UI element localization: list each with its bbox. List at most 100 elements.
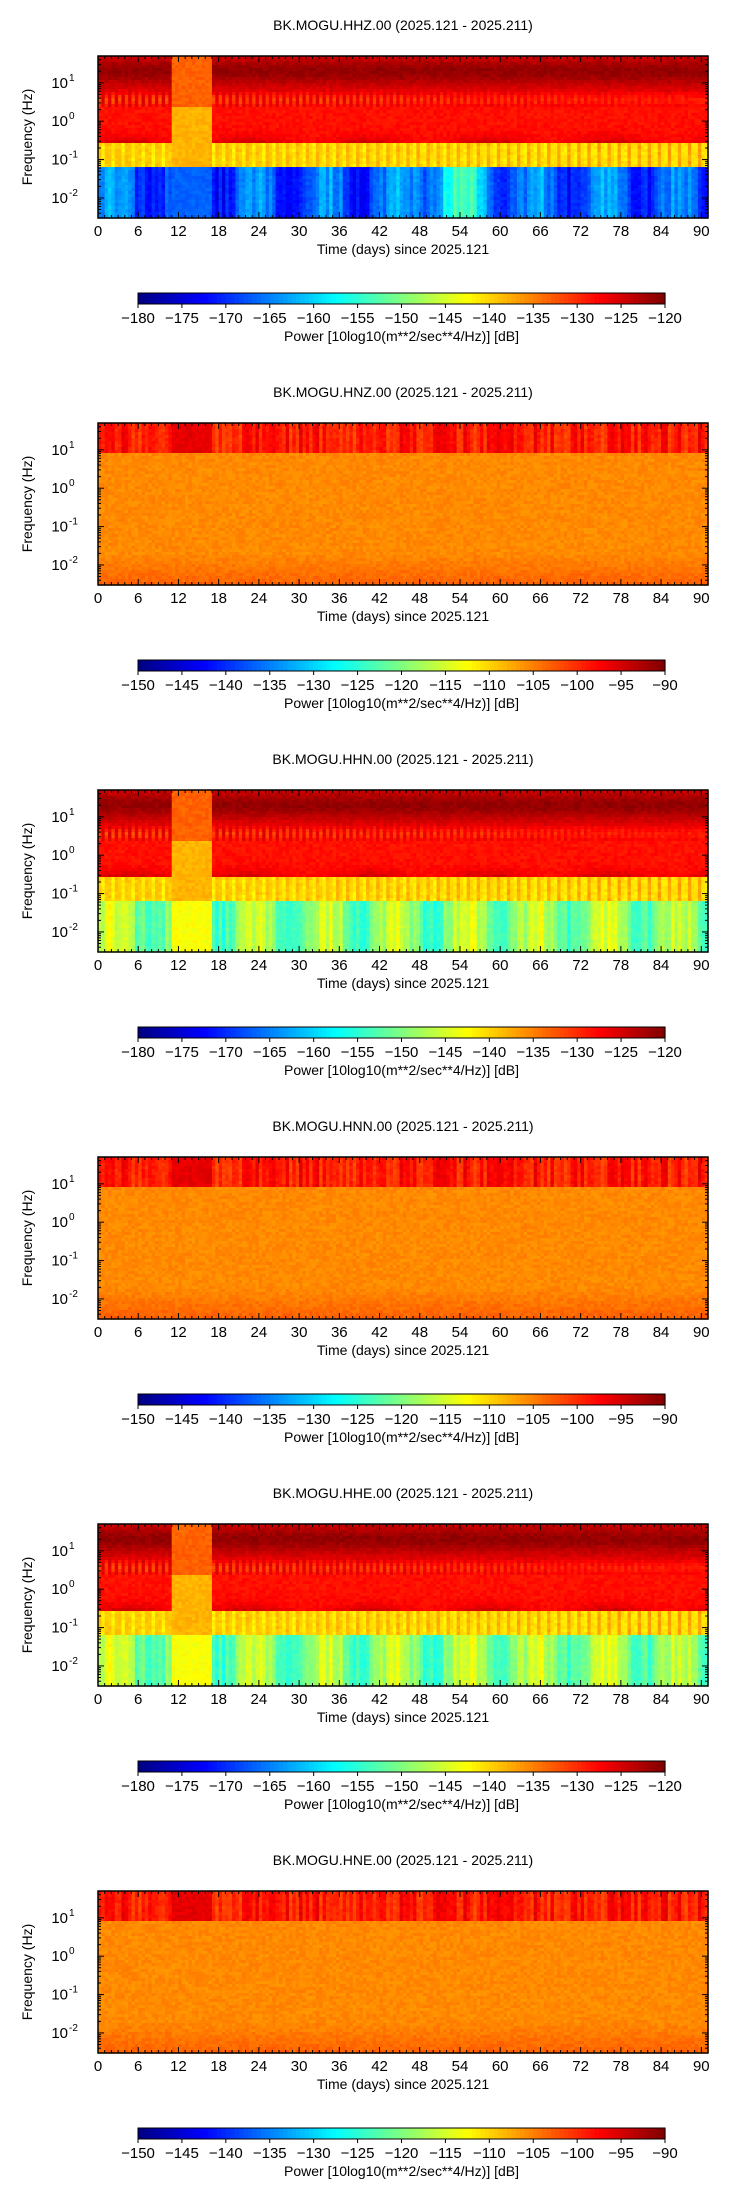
plot-title: BK.MOGU.HNE.00 (2025.121 - 2025.211) [273,1852,533,1868]
plot-title: BK.MOGU.HNZ.00 (2025.121 - 2025.211) [273,384,533,400]
x-tick-label: 36 [331,2058,348,2075]
colorbar-tick-label: −140 [209,1411,243,1428]
x-tick-label: 90 [693,223,710,240]
x-tick-label: 78 [613,590,630,607]
x-tick-label: 78 [613,1691,630,1708]
spectrogram-heatmap [98,423,709,586]
colorbar-tick-label: −90 [652,2145,677,2162]
colorbar-tick-label: −125 [604,310,638,327]
colorbar: −180 −175 −170 −165 −160 −155 −150 −145 −140 −135… [121,293,682,344]
panel-4: BK.MOGU.HNN.00 (2025.121 - 2025.211)0 6 12… [19,1118,710,1445]
colorbar-tick-label: −100 [560,677,594,694]
x-tick-label: 0 [94,2058,102,2075]
x-tick-label: 78 [613,223,630,240]
colorbar-tick-label: −150 [121,1411,155,1428]
plot-title: BK.MOGU.HHN.00 (2025.121 - 2025.211) [272,751,533,767]
y-tick-exponent: 1 [69,1174,75,1185]
x-tick-label: 24 [251,957,268,974]
colorbar-tick-label: −135 [516,1778,550,1795]
x-tick-label: 72 [572,2058,589,2075]
x-tick-label: 72 [572,223,589,240]
x-tick-label: 6 [134,223,142,240]
x-tick-label: 54 [452,2058,469,2075]
panel-1: BK.MOGU.HHZ.00 (2025.121 - 2025.211)0 6 12… [19,17,710,344]
y-tick-label: 10 [51,1581,68,1598]
colorbar-label: Power [10log10(m**2/sec**4/Hz)] [dB] [284,2163,519,2179]
x-tick-label: 30 [291,2058,308,2075]
x-tick-label: 66 [532,957,549,974]
x-tick-label: 72 [572,590,589,607]
colorbar-tick-label: −150 [121,2145,155,2162]
x-tick-label: 18 [210,1691,227,1708]
y-tick-exponent: 0 [69,1212,75,1223]
colorbar: −150 −145 −140 −135 −130 −125 −120 −115 −110 −105… [121,1394,678,1445]
colorbar-label: Power [10log10(m**2/sec**4/Hz)] [dB] [284,1062,519,1078]
colorbar-tick-label: −180 [121,310,155,327]
x-tick-label: 24 [251,223,268,240]
x-tick-label: 84 [653,590,670,607]
colorbar-tick-label: −115 [429,2145,462,2162]
colorbar-tick-label: −160 [297,1044,331,1061]
x-tick-label: 36 [331,1691,348,1708]
x-tick-label: 78 [613,957,630,974]
colorbar-tick-label: −95 [608,1411,633,1428]
y-tick-label: 10 [51,1291,68,1308]
x-tick-label: 0 [94,1691,102,1708]
colorbar-tick-label: −110 [473,1411,506,1428]
x-tick-label: 90 [693,957,710,974]
colorbar-tick-label: −180 [121,1044,155,1061]
x-axis-label: Time (days) since 2025.121 [317,975,489,991]
y-tick-label: 10 [51,1987,68,2004]
x-tick-label: 24 [251,2058,268,2075]
colorbar-tick-label: −150 [385,1778,419,1795]
x-tick-label: 78 [613,2058,630,2075]
colorbar-tick-label: −125 [604,1044,638,1061]
x-tick-label: 54 [452,590,469,607]
y-tick-label: 10 [51,152,68,169]
y-tick-label: 10 [51,886,68,903]
colorbar-tick-label: −155 [341,310,375,327]
x-tick-label: 24 [251,1324,268,1341]
colorbar-tick-label: −120 [385,2145,419,2162]
x-tick-label: 36 [331,590,348,607]
y-tick-label: 10 [51,1214,68,1231]
panel-6: BK.MOGU.HNE.00 (2025.121 - 2025.211)0 6 12… [19,1852,710,2179]
x-tick-label: 12 [170,2058,187,2075]
colorbar-tick-label: −125 [341,2145,375,2162]
colorbar-label: Power [10log10(m**2/sec**4/Hz)] [dB] [284,1429,519,1445]
x-tick-label: 18 [210,1324,227,1341]
x-tick-label: 6 [134,1691,142,1708]
colorbar-tick-label: −135 [516,1044,550,1061]
x-axis-label: Time (days) since 2025.121 [317,1709,489,1725]
panel-5: BK.MOGU.HHE.00 (2025.121 - 2025.211)0 6 12… [19,1485,710,1812]
colorbar-tick-label: −135 [253,2145,287,2162]
x-tick-label: 0 [94,590,102,607]
x-tick-label: 36 [331,957,348,974]
y-tick-exponent: -1 [69,150,78,161]
x-tick-label: 30 [291,590,308,607]
x-tick-label: 48 [411,590,428,607]
x-tick-label: 0 [94,957,102,974]
colorbar-tick-label: −95 [608,2145,633,2162]
x-tick-label: 12 [170,957,187,974]
x-tick-label: 54 [452,223,469,240]
y-tick-label: 10 [51,924,68,941]
spectrogram-heatmap [98,1891,709,2054]
x-tick-label: 84 [653,223,670,240]
y-tick-exponent: 1 [69,807,75,818]
x-tick-label: 6 [134,590,142,607]
spectrogram-heatmap [98,56,709,219]
x-tick-label: 54 [452,957,469,974]
colorbar-tick-label: −115 [429,677,462,694]
x-tick-label: 30 [291,957,308,974]
x-tick-label: 24 [251,1691,268,1708]
colorbar-tick-label: −180 [121,1778,155,1795]
x-tick-label: 48 [411,957,428,974]
y-tick-exponent: 0 [69,1946,75,1957]
colorbar: −180 −175 −170 −165 −160 −155 −150 −145 −140 −135… [121,1761,682,1812]
colorbar-tick-label: −145 [429,1778,463,1795]
y-tick-exponent: 1 [69,1541,75,1552]
colorbar-tick-label: −140 [472,1778,506,1795]
x-tick-label: 90 [693,2058,710,2075]
colorbar-tick-label: −175 [165,310,199,327]
